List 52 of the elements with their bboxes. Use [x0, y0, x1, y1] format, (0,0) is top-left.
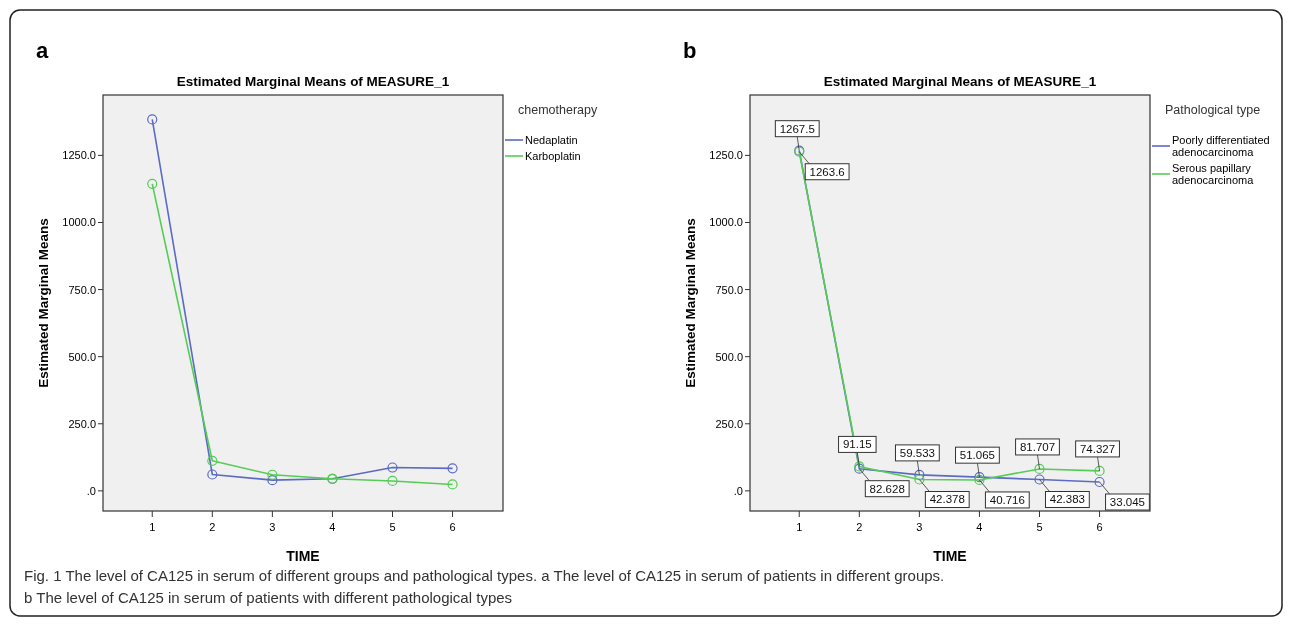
x-tick-label: 1: [149, 521, 156, 533]
data-label: 81.707: [1019, 440, 1056, 453]
x-tick-label: 4: [976, 521, 983, 533]
data-label: 59.533: [899, 446, 935, 459]
x-axis-title: TIME: [286, 548, 320, 564]
x-tick-label: 4: [329, 521, 336, 533]
legend-title: chemotherapy: [518, 103, 598, 117]
y-tick-label: 1000.0: [62, 216, 96, 229]
data-label: 74.327: [1079, 442, 1116, 455]
x-axis-title: TIME: [933, 548, 967, 564]
x-tick-label: 2: [856, 521, 863, 533]
data-label: 40.716: [989, 493, 1025, 506]
y-tick-label: 750.0: [715, 283, 743, 296]
legend-label: Nedaplatin: [525, 134, 578, 146]
y-axis-title: Estimated Marginal Means: [36, 218, 51, 388]
chart-title: Estimated Marginal Means of MEASURE_1: [823, 74, 1097, 89]
text: a: [36, 38, 49, 63]
data-label: 33.045: [1109, 496, 1146, 508]
x-tick-label: 1: [796, 521, 803, 533]
y-tick-label: 500.0: [68, 350, 96, 363]
y-axis-title: Estimated Marginal Means: [683, 218, 698, 388]
caption: Fig. 1 The level of CA125 in serum of different groups and pathological types. a The level of CA125 in serum of patients in different groups.: [24, 567, 945, 584]
y-tick-label: .0: [733, 484, 743, 497]
legend-label: Poorly differentiated adenocarcinoma: [1172, 134, 1270, 158]
text: b: [683, 38, 697, 63]
legend-label: Serous papillary adenocarcinoma: [1172, 162, 1255, 186]
legend-label: Karboplatin: [525, 150, 581, 162]
x-tick-label: 6: [1096, 521, 1103, 533]
x-tick-label: 2: [209, 521, 216, 533]
data-label: 1267.5: [779, 122, 815, 135]
x-tick-label: 5: [1036, 521, 1043, 533]
x-tick-label: 3: [916, 521, 923, 533]
x-tick-label: 5: [389, 521, 396, 533]
x-tick-label: 3: [269, 521, 276, 533]
y-tick-label: 500.0: [715, 350, 743, 363]
y-tick-label: 250.0: [68, 417, 96, 430]
data-label: 91.15: [842, 438, 872, 451]
y-tick-label: 1250.0: [709, 149, 743, 162]
text: b The level of CA125 in serum of patients with different pathological types: [24, 589, 513, 606]
data-label: 51.065: [959, 449, 996, 462]
x-tick-label: 6: [449, 521, 456, 533]
data-label: 42.383: [1049, 493, 1085, 506]
y-tick-label: 750.0: [68, 283, 96, 296]
data-label: 1263.6: [809, 165, 845, 178]
y-tick-label: 1000.0: [709, 216, 743, 229]
y-tick-label: .0: [86, 484, 96, 497]
chart-title: Estimated Marginal Means of MEASURE_1: [176, 74, 450, 89]
legend-title: Pathological type: [1165, 103, 1261, 117]
data-label: 82.628: [869, 482, 905, 495]
y-tick-label: 250.0: [715, 417, 743, 430]
data-label: 42.378: [929, 493, 965, 506]
y-tick-label: 1250.0: [62, 149, 96, 162]
